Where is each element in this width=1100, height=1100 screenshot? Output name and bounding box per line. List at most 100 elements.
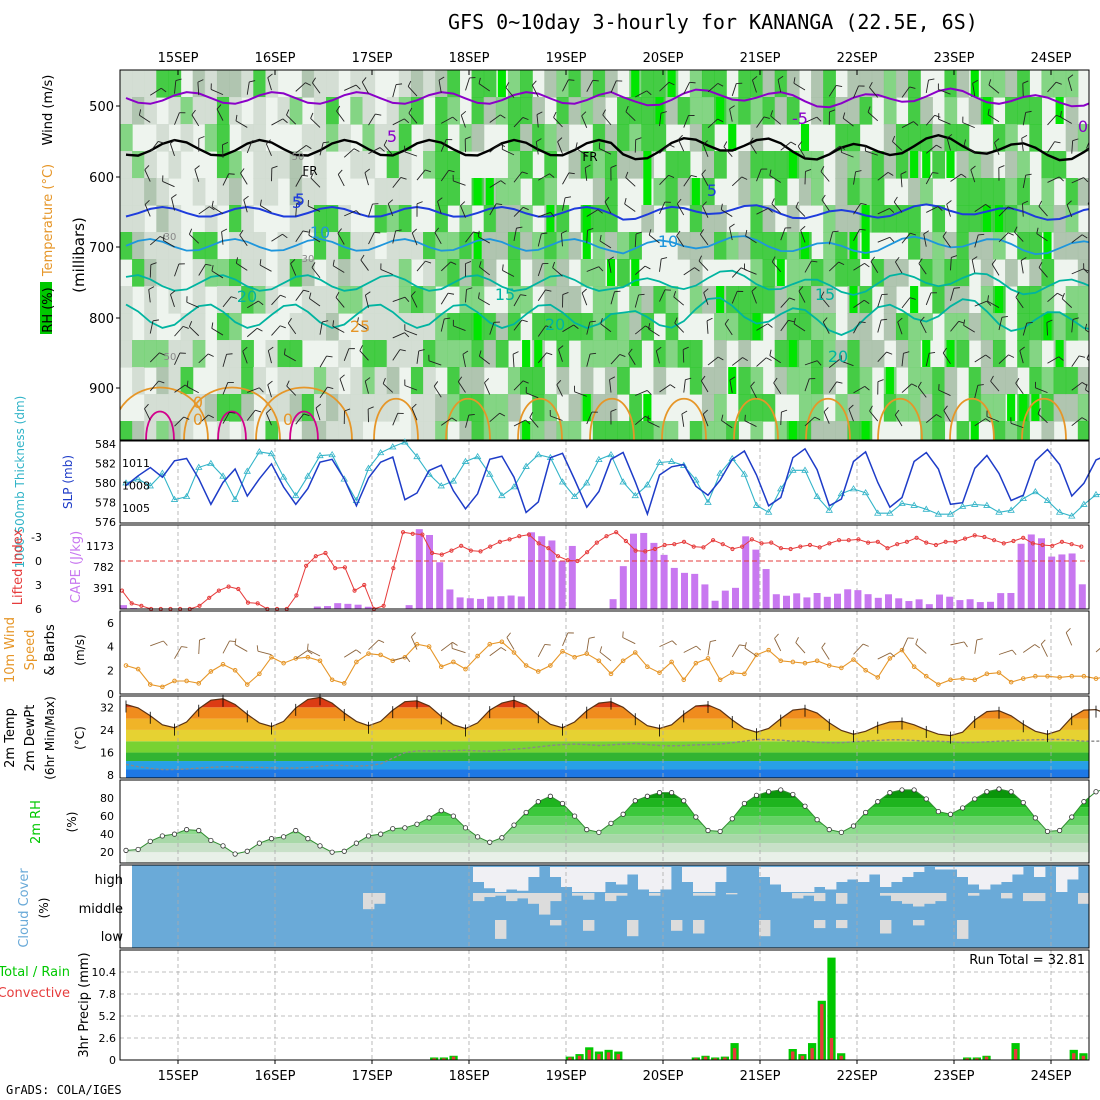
- thickness-point: [801, 466, 809, 473]
- wind-barb: [440, 169, 455, 182]
- surface-wind-barb-flag: [795, 637, 799, 643]
- wind-speed-point: [535, 669, 541, 674]
- wind-speed-point: [1008, 679, 1014, 685]
- surface-wind-barb-staff: [683, 645, 697, 653]
- surface-wind-barb-staff: [974, 639, 978, 654]
- li-point: [207, 595, 212, 600]
- surface-wind-barb-staff: [599, 651, 612, 662]
- wind-barb-staff: [853, 262, 865, 271]
- wind-barb-staff: [489, 180, 502, 188]
- wind-barb-flag: [610, 408, 617, 412]
- rh-cell: [338, 205, 351, 233]
- wind-barb: [804, 116, 822, 123]
- wind-barb-flag: [864, 386, 870, 391]
- rh-cell: [1029, 124, 1043, 152]
- wind-barb-staff: [560, 233, 563, 247]
- wind-speed-point: [329, 677, 335, 683]
- wind-barb-staff: [562, 197, 566, 211]
- rh-cell: [532, 97, 545, 125]
- rh-cell: [556, 421, 570, 440]
- wind-barb-flag: [673, 291, 677, 298]
- rh-cell: [859, 367, 873, 395]
- wind-barb: [1034, 381, 1048, 394]
- wind-barb-flag: [521, 171, 528, 175]
- wind-barb-staff: [602, 114, 612, 126]
- wind-barb-staff: [149, 141, 159, 153]
- rh-cell: [798, 394, 812, 422]
- wind-barb-flag: [1036, 227, 1039, 234]
- rh-point: [475, 834, 481, 840]
- wind-barb-staff: [991, 264, 1000, 276]
- wind-barb: [537, 232, 548, 247]
- surface-wind-barb-flag: [500, 647, 507, 652]
- cape-bar: [477, 598, 484, 609]
- wind-barb-staff: [925, 353, 930, 367]
- rh-cell-saturated: [752, 313, 761, 340]
- p1-ylabel-wind: Wind (m/s): [41, 75, 56, 146]
- rh-cell: [1041, 367, 1055, 395]
- li-point: [546, 546, 551, 551]
- rh-cell: [701, 151, 715, 179]
- cape-bar: [538, 536, 546, 609]
- wind-barb: [853, 228, 866, 241]
- wind-barb: [440, 417, 458, 426]
- wind-barb: [138, 109, 151, 123]
- wind-barb: [392, 229, 402, 244]
- thickness-point: [340, 475, 348, 482]
- cape-bar: [609, 599, 617, 609]
- contour-label-8: 5: [295, 190, 305, 209]
- wind-barb-flag: [836, 381, 843, 384]
- wind-barb-flag: [465, 260, 472, 265]
- wind-barb-flag: [602, 109, 606, 116]
- wind-barb-flag: [970, 165, 976, 171]
- wind-barb-flag: [805, 168, 812, 172]
- rh-cell: [241, 394, 254, 422]
- wind-barb-flag: [556, 379, 562, 386]
- rh-point: [911, 787, 917, 793]
- wind-barb-flag: [374, 231, 381, 234]
- rh-cell: [362, 232, 376, 260]
- wind-barb-staff: [1037, 413, 1048, 424]
- wind-barb: [608, 256, 615, 273]
- rh-cell: [1005, 97, 1018, 125]
- cloud-gap-high: [473, 867, 485, 882]
- rh-cell: [847, 313, 861, 341]
- wind-barb-flag: [635, 137, 642, 141]
- rh-cell: [629, 286, 642, 314]
- rh-cell: [180, 313, 194, 341]
- cloud-gap-low: [814, 920, 826, 929]
- rh-band-2: [126, 834, 1089, 844]
- wind-barb: [150, 87, 167, 96]
- rh-cell: [447, 151, 461, 179]
- wind-barb-flag: [770, 110, 774, 117]
- rh-point: [1044, 828, 1051, 835]
- thickness-point: [740, 470, 749, 477]
- cloud-gap-high: [495, 867, 507, 892]
- wind-speed-point: [657, 670, 662, 675]
- wind-barb-staff: [804, 260, 812, 273]
- wind-barb-flag: [717, 118, 724, 123]
- rh-cell: [750, 124, 764, 152]
- wind-barb: [295, 82, 311, 92]
- wind-barb-staff: [149, 380, 159, 392]
- rh-cell: [192, 97, 206, 125]
- wind-barb: [971, 256, 978, 273]
- wind-barb: [877, 351, 893, 362]
- p6-tick-3: 20: [100, 846, 114, 859]
- wind-speed-point: [705, 656, 711, 661]
- rh-point: [632, 798, 638, 804]
- wind-barb: [174, 263, 185, 277]
- cape-bar: [548, 540, 556, 609]
- cloud-gap-high: [1067, 867, 1079, 880]
- cloud-gap-middle: [935, 893, 947, 902]
- wind-barb: [625, 105, 636, 122]
- rh-cell: [423, 313, 436, 341]
- wind-barb-flag: [1001, 316, 1008, 318]
- wind-barb-staff: [149, 352, 160, 363]
- wind-speed-point: [729, 670, 735, 675]
- wind-barb-flag: [820, 291, 825, 298]
- cloud-gap-high: [913, 867, 925, 872]
- wind-barb: [828, 145, 846, 154]
- wind-barb-flag: [1067, 74, 1074, 79]
- rh-cell: [168, 232, 182, 260]
